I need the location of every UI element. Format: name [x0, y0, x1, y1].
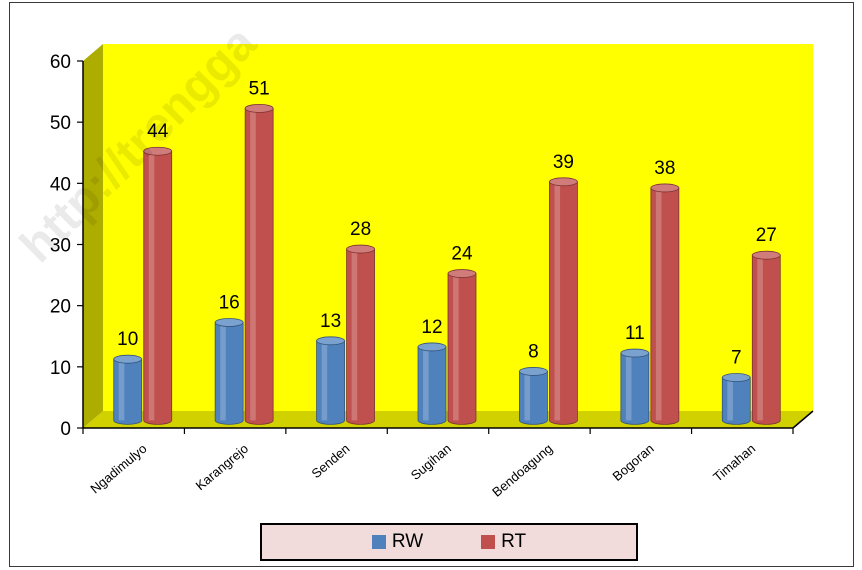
- legend-item-rt: RT: [481, 531, 526, 553]
- bar-body: [214, 322, 244, 425]
- data-label: 7: [731, 348, 742, 369]
- bar-top: [113, 354, 143, 364]
- bar-rt-karangrejo: [244, 104, 274, 425]
- bar-top: [620, 348, 650, 358]
- bar-highlight: [250, 108, 256, 421]
- bar-body: [721, 377, 751, 425]
- bar-top: [519, 367, 548, 376]
- bar-body: [316, 340, 345, 425]
- legend-swatch-rw: [371, 535, 386, 549]
- bar-body: [143, 150, 173, 425]
- legend-item-rw: RW: [371, 531, 424, 553]
- y-tick-label: 20: [50, 297, 71, 318]
- bar-highlight: [524, 371, 531, 421]
- data-label: 28: [350, 219, 371, 240]
- data-label: 12: [421, 317, 442, 338]
- bar-top: [447, 269, 477, 278]
- x-category-label: Bogoran: [609, 441, 656, 484]
- chart-bars: [113, 104, 781, 425]
- x-category-label: Senden: [309, 441, 353, 481]
- bar-highlight: [625, 353, 632, 421]
- legend-label-rw: RW: [391, 531, 424, 552]
- bar-highlight: [423, 346, 429, 421]
- bar-highlight: [554, 181, 561, 421]
- data-label: 8: [528, 341, 539, 362]
- bar-body: [417, 346, 447, 425]
- bar-body: [244, 108, 274, 425]
- chart-frame: 0 10 20 30 40 50 60 10 44 Ngadimulyo 16 51 Karangre…: [9, 2, 854, 567]
- chart-side-wall: [83, 44, 103, 428]
- x-category-label: Ngadimulyo: [87, 441, 149, 497]
- bar-top: [751, 250, 781, 260]
- bar-top: [143, 146, 173, 156]
- bar-rw-timahan: [721, 373, 751, 425]
- bar-rt-senden: [346, 244, 375, 425]
- bar-top: [316, 336, 345, 346]
- bar-top: [346, 244, 375, 254]
- y-tick-label: 30: [50, 236, 71, 257]
- data-label: 27: [756, 225, 777, 246]
- y-tick-label: 0: [60, 419, 71, 440]
- data-label: 11: [625, 323, 645, 344]
- bar-top: [721, 373, 751, 382]
- bar-body: [447, 273, 477, 425]
- bar-body: [620, 352, 650, 425]
- y-tick-label: 50: [50, 113, 71, 134]
- bar-rt-ngadimulyo: [143, 146, 173, 425]
- bar-top: [214, 318, 244, 327]
- chart-axes: 0 10 20 30 40 50 60: [50, 52, 814, 440]
- bar-highlight: [757, 255, 763, 421]
- bar-body: [346, 248, 375, 425]
- data-label: 38: [654, 158, 675, 179]
- legend-label-rt: RT: [501, 531, 527, 552]
- y-tick-label: 10: [50, 358, 71, 379]
- bar-body: [650, 187, 680, 425]
- bar-rw-sugihan: [417, 342, 447, 425]
- bar-highlight: [351, 249, 358, 421]
- x-category-label: Timahan: [710, 441, 758, 485]
- y-tick-label: 40: [50, 174, 71, 195]
- bar-top: [417, 342, 447, 352]
- bar-rw-karangrejo: [214, 318, 244, 425]
- bar-highlight: [453, 273, 459, 421]
- x-category-label: Karangrejo: [193, 441, 251, 493]
- data-label: 13: [320, 311, 341, 332]
- x-axis-depth-line: [792, 410, 814, 429]
- bar-rt-timahan: [751, 250, 781, 425]
- bar-body: [113, 358, 143, 425]
- bar-rt-bogoran: [650, 183, 680, 425]
- bar-highlight: [220, 322, 226, 421]
- data-label: 16: [219, 292, 240, 313]
- bar-highlight: [321, 340, 328, 421]
- bar-rw-ngadimulyo: [113, 354, 143, 425]
- legend-swatch-rt: [481, 535, 496, 549]
- data-label: 10: [117, 329, 138, 350]
- bar-rw-bogoran: [620, 348, 650, 425]
- x-category-label: Sugihan: [408, 441, 454, 483]
- bar-body: [549, 181, 578, 425]
- data-label: 39: [553, 152, 574, 173]
- bar-top: [244, 104, 274, 113]
- bar-rw-bendoagung: [519, 367, 548, 425]
- bar-chart: 0 10 20 30 40 50 60 10 44 Ngadimulyo 16 51 Karangre…: [10, 16, 814, 500]
- bar-highlight: [727, 377, 733, 421]
- bar-top: [650, 183, 680, 193]
- bar-top: [549, 177, 578, 187]
- data-label: 51: [249, 78, 270, 99]
- bar-highlight: [118, 359, 125, 421]
- bar-body: [751, 254, 781, 425]
- data-label: 24: [451, 244, 473, 265]
- bar-highlight: [148, 151, 155, 421]
- bar-body: [519, 371, 548, 425]
- x-category-label: Bendoagung: [489, 441, 555, 500]
- y-tick-label: 60: [50, 52, 71, 73]
- bar-rt-sugihan: [447, 269, 477, 425]
- bar-rw-senden: [316, 336, 345, 425]
- bar-highlight: [655, 187, 662, 421]
- legend: RW RT: [260, 523, 638, 561]
- bar-rt-bendoagung: [549, 177, 578, 425]
- data-label: 44: [147, 121, 169, 142]
